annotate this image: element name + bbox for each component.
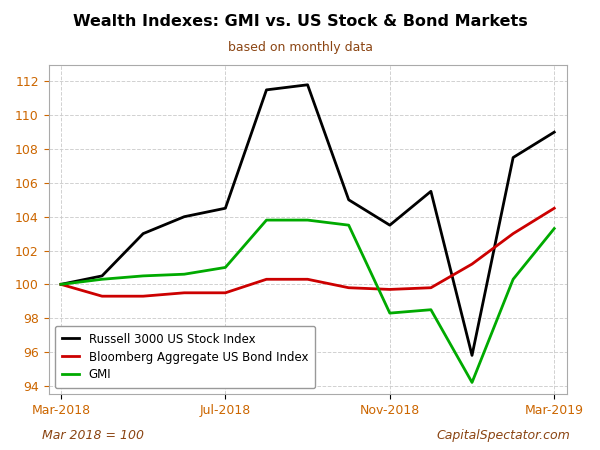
Russell 3000 US Stock Index [427, 189, 434, 194]
Bloomberg Aggregate US Bond Index [509, 231, 517, 236]
Bloomberg Aggregate US Bond Index [140, 293, 147, 299]
GMI [509, 277, 517, 282]
GMI [386, 310, 394, 316]
Bloomberg Aggregate US Bond Index [469, 261, 476, 267]
Bloomberg Aggregate US Bond Index [304, 277, 311, 282]
GMI [469, 380, 476, 385]
Russell 3000 US Stock Index [181, 214, 188, 220]
GMI [58, 282, 65, 287]
GMI [345, 222, 352, 228]
Bloomberg Aggregate US Bond Index [386, 287, 394, 292]
Russell 3000 US Stock Index [58, 282, 65, 287]
Russell 3000 US Stock Index [345, 197, 352, 202]
Legend: Russell 3000 US Stock Index, Bloomberg Aggregate US Bond Index, GMI: Russell 3000 US Stock Index, Bloomberg A… [55, 326, 316, 388]
GMI [98, 277, 106, 282]
Russell 3000 US Stock Index [551, 130, 558, 135]
Bloomberg Aggregate US Bond Index [427, 285, 434, 290]
Line: GMI: GMI [61, 220, 554, 382]
Line: Bloomberg Aggregate US Bond Index: Bloomberg Aggregate US Bond Index [61, 208, 554, 296]
Bloomberg Aggregate US Bond Index [58, 282, 65, 287]
GMI [263, 217, 270, 223]
GMI [181, 271, 188, 277]
Russell 3000 US Stock Index [140, 231, 147, 236]
GMI [427, 307, 434, 312]
Text: Wealth Indexes: GMI vs. US Stock & Bond Markets: Wealth Indexes: GMI vs. US Stock & Bond … [73, 14, 527, 28]
Bloomberg Aggregate US Bond Index [181, 290, 188, 296]
Russell 3000 US Stock Index [263, 87, 270, 93]
Bloomberg Aggregate US Bond Index [345, 285, 352, 290]
Bloomberg Aggregate US Bond Index [263, 277, 270, 282]
Text: based on monthly data: based on monthly data [227, 40, 373, 54]
Russell 3000 US Stock Index [386, 222, 394, 228]
Line: Russell 3000 US Stock Index: Russell 3000 US Stock Index [61, 85, 554, 356]
GMI [140, 273, 147, 279]
Russell 3000 US Stock Index [509, 155, 517, 160]
Russell 3000 US Stock Index [304, 82, 311, 87]
GMI [222, 265, 229, 270]
GMI [304, 217, 311, 223]
Bloomberg Aggregate US Bond Index [222, 290, 229, 296]
Text: Mar 2018 = 100: Mar 2018 = 100 [42, 429, 144, 442]
GMI [551, 226, 558, 231]
Russell 3000 US Stock Index [222, 206, 229, 211]
Text: CapitalSpectator.com: CapitalSpectator.com [436, 429, 570, 442]
Russell 3000 US Stock Index [469, 353, 476, 358]
Bloomberg Aggregate US Bond Index [551, 206, 558, 211]
Russell 3000 US Stock Index [98, 273, 106, 279]
Bloomberg Aggregate US Bond Index [98, 293, 106, 299]
